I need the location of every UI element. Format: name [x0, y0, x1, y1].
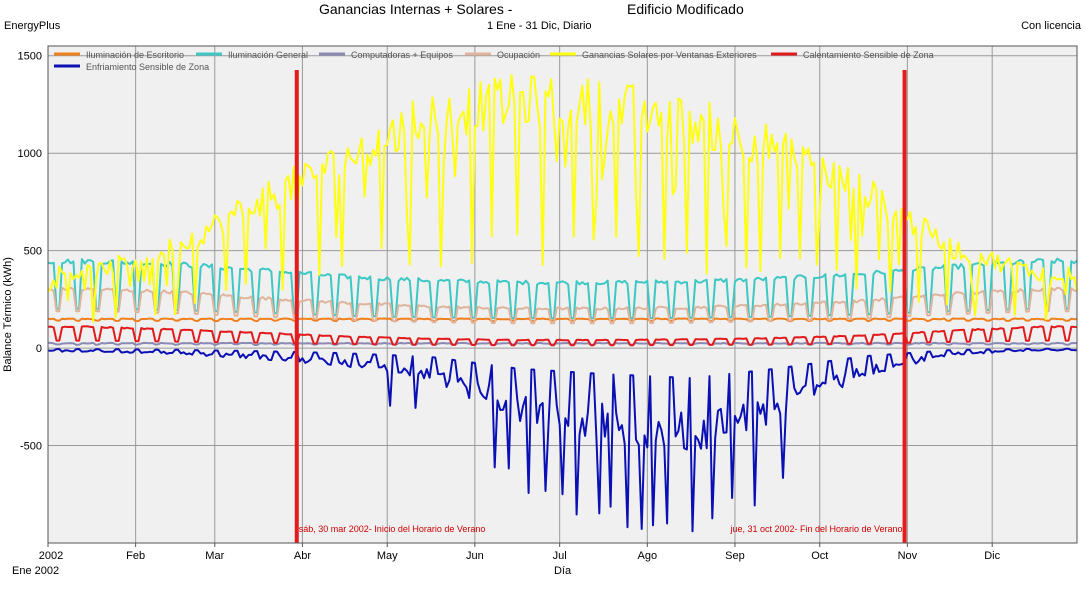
x-tick-label: Oct: [811, 550, 828, 562]
y-tick-label: 0: [36, 343, 42, 355]
y-axis-label: Balance Térmico (kWh): [2, 257, 14, 372]
legend-label: Enfriamiento Sensible de Zona: [86, 62, 209, 72]
plot-frame: [47, 45, 1078, 544]
chart-title: Ganancias Internas + Solares -: [319, 1, 513, 17]
x-tick-label: Nov: [898, 550, 918, 562]
dst-marker-label: sáb, 30 mar 2002- Inicio del Horario de …: [299, 524, 486, 534]
dst-marker-label: jue, 31 oct 2002- Fin del Horario de Ver…: [729, 524, 902, 534]
x-tick-label: Ago: [638, 550, 658, 562]
x-tick-label: Mar: [205, 550, 224, 562]
x-tick-label: Abr: [294, 550, 311, 562]
x-tick-label: Dic: [984, 550, 1000, 562]
dst-markers: sáb, 30 mar 2002- Inicio del Horario de …: [294, 70, 907, 543]
legend-label: Iluminación de Escritorio: [86, 50, 184, 60]
legend-label: Iluminación General: [228, 50, 308, 60]
building-name: Edificio Modificado: [627, 1, 744, 17]
x-start-label: Ene 2002: [12, 565, 59, 577]
legend-label: Computadoras + Equipos: [351, 50, 453, 60]
y-tick-label: 1000: [18, 148, 42, 160]
x-tick-label: Feb: [126, 550, 145, 562]
y-tick-label: -500: [20, 441, 42, 453]
axes: 1500 1000 500 0 -500 2002 Feb Mar Abr May Jun Jul Ag…: [2, 51, 1001, 577]
y-tick-label: 500: [24, 246, 42, 258]
legend-label: Ocupación: [497, 50, 540, 60]
x-tick-label: Jun: [466, 550, 484, 562]
x-tick-label: May: [377, 550, 398, 562]
license-label: Con licencia: [1021, 20, 1081, 32]
grid: [48, 46, 1077, 543]
x-tick-label: Jul: [553, 550, 567, 562]
legend-label: Ganancias Solares por Ventanas Exteriore…: [582, 50, 757, 60]
x-tick-label: Sep: [725, 550, 745, 562]
legend-label: Calentamiento Sensible de Zona: [803, 50, 934, 60]
y-tick-label: 1500: [18, 51, 42, 63]
x-tick-label: 2002: [39, 550, 63, 562]
x-axis-label: Día: [554, 565, 572, 577]
period-subtitle: 1 Ene - 31 Dic, Diario: [487, 20, 592, 32]
brand-label: EnergyPlus: [4, 20, 61, 32]
legend: Iluminación de Escritorio Iluminación Gen…: [54, 50, 934, 72]
